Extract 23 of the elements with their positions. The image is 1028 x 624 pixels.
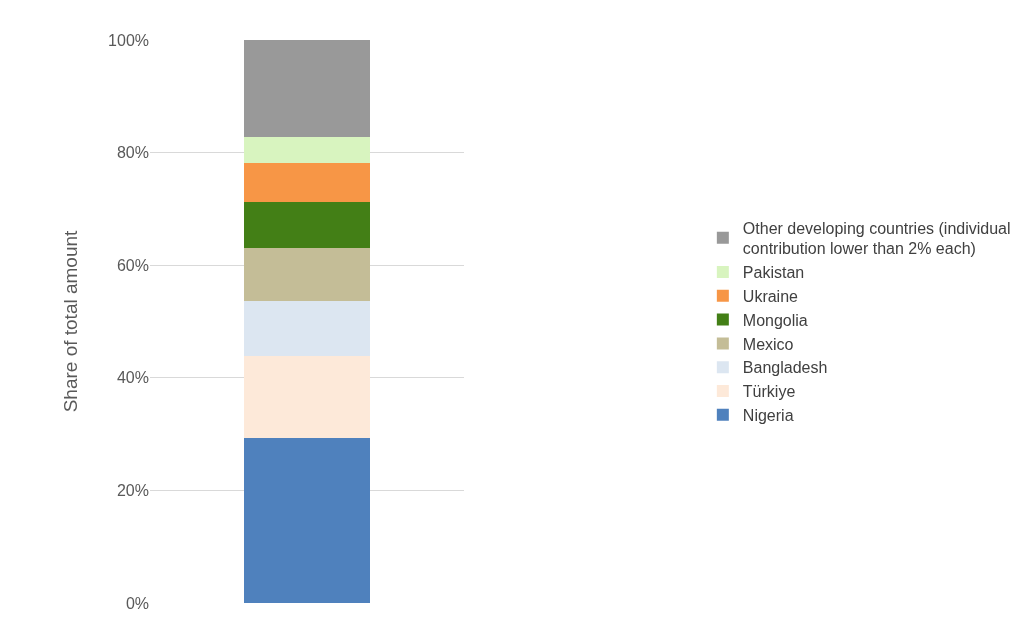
bar	[244, 40, 371, 137]
bar	[244, 438, 371, 603]
bar	[244, 301, 371, 356]
bar	[244, 136, 371, 163]
bar	[244, 162, 371, 203]
legend-label: Ukraine	[742, 288, 799, 306]
y-tick-label: 100%	[108, 31, 149, 49]
y-tick-label: 0%	[125, 594, 149, 612]
legend-label: Pakistan	[742, 264, 805, 282]
legend-label: Mongolia	[742, 311, 808, 329]
bar	[244, 355, 371, 439]
bar	[244, 248, 371, 302]
y-tick-label: 80%	[116, 144, 149, 162]
legend-label: Türkiye	[742, 383, 796, 401]
legend-label: Nigeria	[742, 407, 794, 425]
y-tick-label: 20%	[116, 482, 149, 499]
legend-label: Other developing countries (individual contribution lower than 2% each)	[742, 219, 1011, 258]
y-tick-label: 40%	[116, 369, 149, 387]
legend-label: Mexico	[742, 335, 794, 353]
legend-label: Bangladesh	[742, 359, 828, 377]
y-axis-title: Share of total amount	[59, 229, 81, 413]
bar	[244, 202, 371, 249]
y-tick-label: 60%	[116, 256, 149, 274]
